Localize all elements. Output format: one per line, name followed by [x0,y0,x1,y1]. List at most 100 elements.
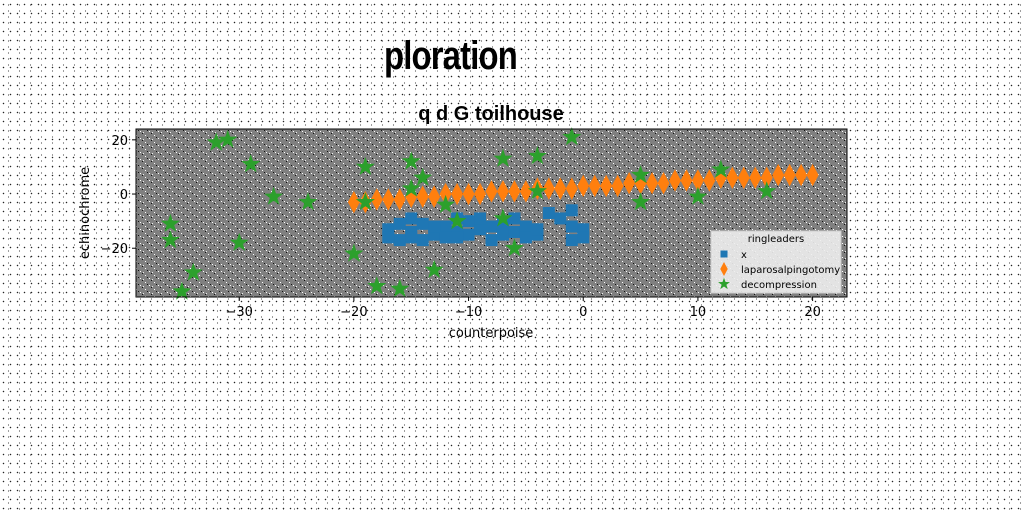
data-point-laparosalpingotomy [542,177,555,200]
data-point-x [519,231,532,244]
data-point-x [565,234,578,247]
data-point-laparosalpingotomy [554,177,567,200]
data-point-laparosalpingotomy [577,174,590,198]
data-point-decompression [160,213,180,232]
data-point-x [393,234,406,247]
data-point-decompression [160,230,180,249]
data-point-laparosalpingotomy [657,171,670,195]
data-point-decompression [527,181,547,200]
y-tick-label: 20 [111,134,128,149]
legend-marker-decompression [718,277,730,290]
data-point-x [485,234,498,247]
data-point-decompression [229,232,249,251]
data-point-laparosalpingotomy [737,166,750,189]
data-point-x [531,223,544,236]
data-point-x [405,231,418,244]
legend-title: ringleaders [748,234,804,245]
plot-frame [135,128,848,298]
data-point-decompression [757,181,777,200]
data-point-laparosalpingotomy [347,190,360,214]
data-point-decompression [298,192,318,211]
data-point-decompression [424,259,444,278]
figure-suptitle: ploration [384,34,518,78]
data-point-decompression [493,148,513,167]
data-point-decompression [401,178,421,197]
data-point-laparosalpingotomy [508,180,521,203]
data-point-x [508,212,521,225]
data-point-x [451,231,464,244]
data-point-x [554,212,567,225]
data-point-x [577,231,590,244]
data-point-decompression [401,151,421,170]
data-point-decompression [183,262,203,281]
data-point-laparosalpingotomy [703,169,716,192]
data-point-decompression [631,192,651,211]
x-tick-label: −10 [455,305,482,320]
data-point-x [428,220,441,233]
data-point-decompression [504,238,524,257]
data-point-x [474,212,487,225]
data-point-laparosalpingotomy [565,177,578,200]
data-point-laparosalpingotomy [646,171,659,195]
data-point-laparosalpingotomy [691,169,704,192]
data-point-decompression [206,132,226,151]
x-tick-label: −30 [225,305,252,320]
x-tick-label: 0 [579,305,587,320]
data-point-x [439,220,452,233]
y-tick-label: 0 [120,188,128,203]
data-point-laparosalpingotomy [474,182,487,206]
data-point-decompression [390,278,410,297]
data-point-laparosalpingotomy [795,163,808,187]
data-point-laparosalpingotomy [668,169,681,192]
data-point-decompression [631,165,651,184]
data-point-laparosalpingotomy [783,163,796,187]
x-tick-label: 10 [690,305,707,320]
data-point-decompression [172,281,192,300]
data-point-decompression [218,129,238,148]
data-point-decompression [493,208,513,227]
data-point-x [542,207,555,219]
data-point-x [462,228,475,241]
data-point-laparosalpingotomy [439,182,452,206]
data-point-x [405,212,418,225]
legend-marker-x [720,250,728,258]
chart-title: q d G toilhouse [418,103,564,125]
data-point-decompression [447,211,467,230]
data-point-x [474,223,487,236]
data-point-laparosalpingotomy [772,163,785,187]
data-point-laparosalpingotomy [393,188,406,211]
data-point-laparosalpingotomy [485,180,498,203]
data-point-laparosalpingotomy [680,169,693,192]
data-point-laparosalpingotomy [496,180,509,203]
data-point-x [496,228,509,241]
legend-marker-laparosalpingotomy [720,262,728,276]
data-point-x [416,234,429,247]
data-point-x [485,220,498,233]
x-axis-label: counterpoise [449,326,534,341]
data-point-laparosalpingotomy [806,163,819,187]
data-point-laparosalpingotomy [462,182,475,206]
data-point-x [565,204,578,217]
data-point-laparosalpingotomy [416,185,429,208]
data-point-laparosalpingotomy [760,166,773,189]
y-axis-label: echinochrome [78,167,93,259]
data-point-x [382,231,395,244]
data-point-laparosalpingotomy [370,188,383,211]
legend-label-laparosalpingotomy: laparosalpingotomy [741,265,840,276]
data-point-decompression [355,192,375,211]
data-point-decompression [527,146,547,165]
data-point-x [393,217,406,230]
data-point-decompression [355,156,375,175]
data-point-x [416,217,429,230]
data-point-decompression [711,159,731,178]
data-point-x [565,220,578,233]
legend: ringleaders x laparosalpingotomy decompres… [710,230,842,294]
data-point-laparosalpingotomy [623,171,636,195]
data-point-decompression [562,127,582,146]
data-point-laparosalpingotomy [600,174,613,198]
y-tick-label: −20 [101,242,128,257]
data-point-x [508,225,521,238]
data-point-laparosalpingotomy [382,188,395,211]
data-point-decompression [367,276,387,295]
